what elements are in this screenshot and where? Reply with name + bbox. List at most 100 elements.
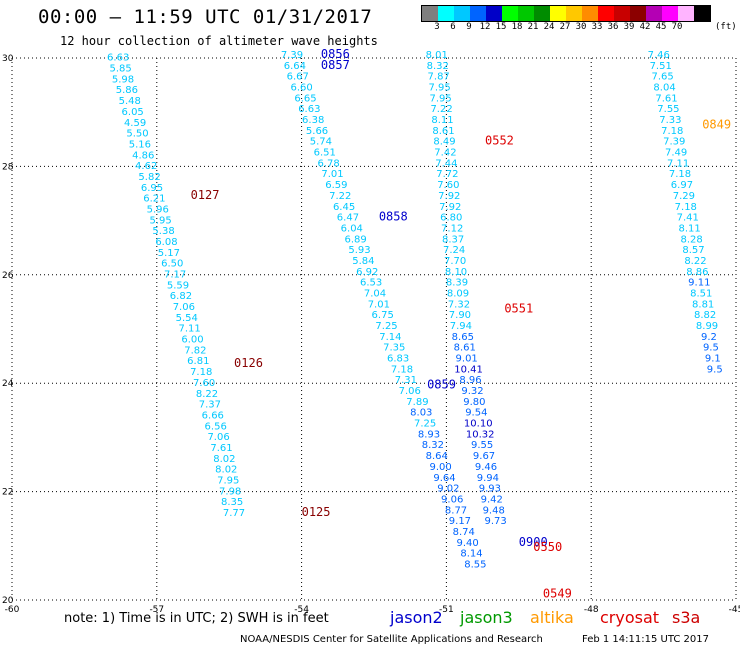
wave-height-value: 9.5 (707, 364, 723, 375)
wave-height-value: 9.73 (484, 516, 506, 527)
wave-height-value: 8.81 (692, 299, 714, 310)
wave-height-value: 9.1 (705, 354, 721, 365)
legend-jason3: jason3 (460, 608, 513, 627)
wave-height-colorbar (421, 5, 711, 22)
pass-time-label: 0859 (427, 378, 456, 392)
wave-height-value: 10.10 (464, 419, 493, 430)
wave-height-value: 8.03 (410, 408, 432, 419)
colorbar-swatch (502, 6, 518, 21)
wave-height-value: 7.65 (652, 72, 674, 83)
footer-note: note: 1) Time is in UTC; 2) SWH is in fe… (64, 611, 329, 626)
wave-height-value: 7.94 (450, 321, 472, 332)
wave-height-value: 9.5 (703, 343, 719, 354)
wave-height-value: 8.04 (653, 83, 675, 94)
wave-height-value: 6.05 (122, 107, 144, 118)
y-tick-label: 20 (2, 596, 14, 606)
wave-height-value: 5.66 (306, 126, 328, 137)
wave-height-value: 8.11 (679, 223, 701, 234)
wave-height-value: 5.50 (126, 129, 148, 140)
pass-time-label: 0856 (321, 47, 350, 61)
colorbar-swatch (582, 6, 598, 21)
wave-height-value: 8.51 (690, 288, 712, 299)
wave-height-value: 7.01 (321, 169, 343, 180)
footer-timestamp: Feb 1 14:11:15 UTC 2017 (582, 634, 709, 645)
wave-height-value: 5.96 (147, 204, 169, 215)
wave-height-value: 8.74 (453, 527, 475, 538)
pass-time-label: 0127 (191, 188, 220, 202)
wave-height-value: 9.46 (475, 462, 497, 473)
wave-height-value: 7.98 (219, 486, 241, 497)
wave-height-value: 6.60 (290, 83, 312, 94)
wave-height-value: 9.48 (483, 505, 505, 516)
colorbar-swatch (550, 6, 566, 21)
wave-height-value: 8.32 (427, 61, 449, 72)
y-tick-label: 28 (2, 162, 14, 172)
wave-height-value: 7.32 (448, 299, 470, 310)
wave-height-value: 6.63 (298, 104, 320, 115)
wave-height-value: 7.25 (414, 419, 436, 430)
colorbar-swatch (534, 6, 550, 21)
colorbar-tick-label: 45 (655, 22, 667, 32)
y-tick-label: 24 (2, 379, 14, 389)
colorbar-tick-label: 30 (575, 22, 587, 32)
x-tick-label: -48 (584, 605, 599, 615)
colorbar-swatch (486, 6, 502, 21)
wave-height-value: 8.02 (215, 465, 237, 476)
wave-height-value: 8.02 (213, 454, 235, 465)
colorbar-tick-label: 42 (639, 22, 651, 32)
wave-height-value: 4.62 (135, 161, 157, 172)
colorbar-swatch (518, 6, 534, 21)
colorbar-ticks: 3 6 9 12 15 18 21 24 27 30 33 36 39 42 45 70 (421, 22, 711, 34)
pass-time-label: 0900 (519, 535, 548, 549)
wave-height-value: 7.01 (368, 299, 390, 310)
wave-height-value: 6.78 (317, 158, 339, 169)
wave-height-value: 10.41 (454, 364, 483, 375)
wave-height-value: 8.14 (460, 549, 482, 560)
wave-height-value: 7.06 (207, 432, 229, 443)
colorbar-tick-label: 3 (434, 22, 440, 32)
wave-height-value: 9.11 (688, 278, 710, 289)
wave-height-value: 7.18 (391, 364, 413, 375)
wave-height-value: 6.50 (161, 259, 183, 270)
y-tick-label: 26 (2, 271, 14, 281)
legend-cryosat: cryosat (600, 608, 660, 627)
colorbar-tick-label: 36 (607, 22, 619, 32)
wave-height-value: 8.61 (454, 343, 476, 354)
wave-height-value: 7.42 (434, 148, 456, 159)
colorbar-tick-label: 33 (591, 22, 603, 32)
wave-height-value: 8.22 (684, 256, 706, 267)
wave-height-value: 7.77 (223, 508, 245, 519)
wave-height-value: 7.04 (364, 288, 386, 299)
colorbar-tick-label: 6 (450, 22, 456, 32)
wave-height-value: 7.35 (383, 343, 405, 354)
wave-height-value: 8.99 (696, 321, 718, 332)
wave-height-value: 6.04 (341, 223, 363, 234)
wave-height-value: 8.32 (422, 440, 444, 451)
wave-height-value: 5.86 (116, 85, 138, 96)
wave-height-value: 7.95 (429, 83, 451, 94)
wave-height-value: 5.85 (109, 64, 131, 75)
pass-time-label: 0857 (321, 58, 350, 72)
wave-height-value: 9.54 (465, 408, 487, 419)
wave-height-value: 7.70 (444, 256, 466, 267)
wave-height-value: 9.94 (477, 473, 499, 484)
wave-height-value: 9.55 (471, 440, 493, 451)
wave-height-value: 6.00 (181, 335, 203, 346)
x-tick-label: -54 (294, 605, 309, 615)
wave-height-value: 8.10 (445, 267, 467, 278)
wave-height-value: 6.21 (143, 194, 165, 205)
wave-height-value: 8.55 (464, 559, 486, 570)
wave-height-value: 9.32 (461, 386, 483, 397)
wave-height-value: 7.46 (648, 50, 670, 61)
colorbar-swatch (694, 6, 710, 21)
y-tick-label: 30 (2, 54, 14, 64)
colorbar-swatch (662, 6, 678, 21)
wave-height-value: 7.95 (217, 475, 239, 486)
pass-time-label: 0125 (302, 505, 331, 519)
colorbar-swatch (678, 6, 694, 21)
colorbar-tick-label: 18 (511, 22, 523, 32)
wave-height-value: 7.11 (667, 158, 689, 169)
wave-height-value: 7.95 (429, 93, 451, 104)
wave-height-value: 9.40 (457, 538, 479, 549)
wave-height-value: 8.93 (418, 429, 440, 440)
